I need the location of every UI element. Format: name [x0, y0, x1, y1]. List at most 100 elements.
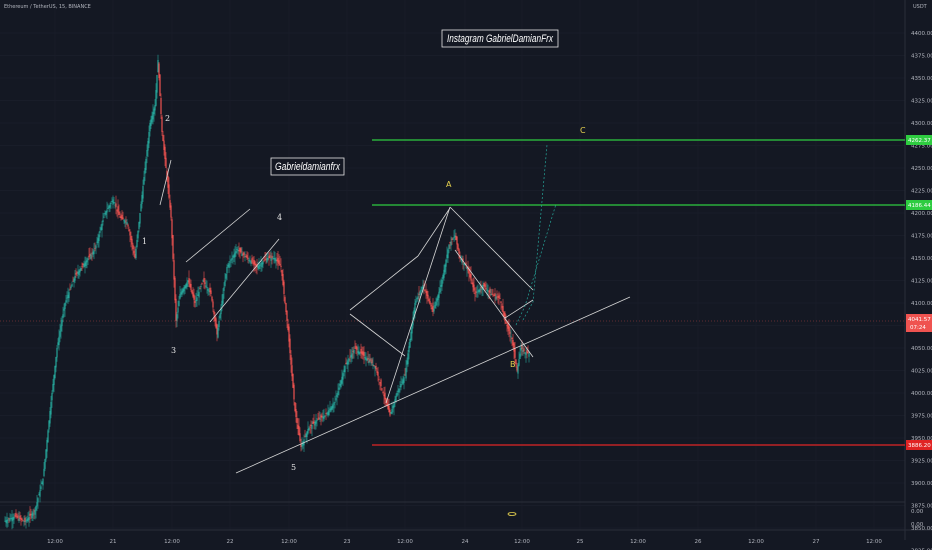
candle-body [342, 373, 344, 380]
candle-body [500, 301, 502, 303]
a-leg-channel[interactable] [417, 207, 451, 257]
candle-body [250, 261, 252, 265]
candle-body [511, 337, 513, 339]
candle-body [490, 294, 492, 296]
candle-body [304, 436, 306, 438]
candle-body [21, 518, 23, 521]
candle-body [422, 285, 424, 290]
candle-body [131, 238, 133, 245]
price-tick-label: 4350.00 [911, 76, 932, 82]
candle-body [38, 494, 40, 496]
candle-body [27, 518, 29, 522]
price-tag-current: 4041.57 07:24 [906, 314, 932, 332]
price-tick-label: 3925.00 [911, 459, 932, 465]
wave5-channel-left[interactable] [349, 313, 406, 357]
candle-body [400, 384, 402, 388]
candle-body [160, 97, 162, 114]
symbol-title[interactable]: Ethereum / TetherUS, 15, BINANCE [4, 4, 91, 10]
candle-body [102, 220, 104, 222]
wave4-channel-lower[interactable] [209, 238, 280, 323]
candle-body [509, 331, 511, 334]
wave4-channel-upper[interactable] [185, 208, 251, 263]
candle-body [267, 258, 269, 260]
candle-body [155, 90, 157, 106]
candle-body [419, 291, 421, 295]
currency-label: USDT [913, 4, 928, 10]
candle-body [522, 350, 524, 352]
candle-body [449, 242, 451, 244]
time-tick-label: 12:00 [514, 539, 530, 545]
candle-body [151, 115, 153, 123]
candle-body [523, 348, 525, 352]
candle-body [13, 516, 15, 520]
candle-body [15, 512, 17, 517]
wave1-line[interactable] [159, 159, 172, 206]
candle-body [169, 200, 171, 208]
price-tag-current-bg [906, 314, 932, 332]
time-axis[interactable]: 12:00 21 12:00 22 12:00 23 12:00 24 12:00 25 12:00… [47, 539, 882, 545]
candle-body [360, 349, 362, 354]
candle-body [317, 418, 319, 420]
candle-body [221, 300, 223, 306]
candle-body [464, 264, 466, 266]
candle-body [309, 426, 311, 428]
candle-body [275, 259, 277, 262]
candle-body [399, 386, 401, 388]
candle-body [441, 279, 443, 287]
candle-body [357, 350, 359, 354]
candle-body [257, 266, 259, 269]
candle-body [252, 262, 254, 264]
b-channel-upper[interactable] [449, 206, 534, 291]
candle-body [37, 498, 39, 503]
main-trendline[interactable] [235, 296, 631, 474]
b-channel-lower[interactable] [454, 249, 534, 358]
candle-body [92, 251, 94, 255]
candle-body [178, 300, 180, 307]
candle-body [335, 398, 337, 400]
candle-body [217, 327, 219, 338]
candle-body [456, 236, 458, 245]
candle-body [101, 223, 103, 230]
candle-body [210, 290, 212, 294]
a-upper-channel[interactable] [349, 255, 419, 311]
candle-body [79, 269, 81, 273]
candle-body [374, 366, 376, 369]
wave5-channel-right[interactable] [385, 206, 451, 404]
candle-body [179, 294, 181, 299]
candle-body [49, 411, 51, 424]
candle-body [87, 258, 89, 260]
price-tick-label: 4400.00 [911, 31, 932, 37]
candle-body [152, 112, 154, 120]
wave-label-4: 4 [277, 213, 282, 222]
candle-body [477, 290, 479, 292]
candle-body [6, 519, 8, 524]
b-close-line[interactable] [504, 299, 534, 319]
candle-body [97, 238, 99, 243]
candle-body [499, 298, 501, 299]
candle-body [332, 404, 334, 409]
candle-body [318, 417, 320, 419]
candle-body [528, 353, 530, 357]
candle-body [29, 513, 31, 516]
candle-body [96, 241, 98, 243]
candle-body [235, 250, 237, 254]
candle-body [353, 349, 355, 354]
candle-body [32, 512, 34, 516]
candle-body [372, 364, 374, 366]
candle-body [20, 518, 22, 520]
candle-body [416, 298, 418, 300]
candle-body [226, 267, 228, 274]
candle-body [424, 290, 426, 292]
candle-body [295, 409, 297, 417]
candle-body [390, 412, 392, 414]
candle-body [12, 517, 14, 521]
candle-body [448, 244, 450, 249]
candle-body [212, 301, 214, 308]
candle-body [239, 247, 241, 252]
candle-body [229, 261, 231, 263]
candle-body [333, 403, 335, 405]
candle-body [144, 168, 146, 174]
candle-body [82, 263, 84, 266]
candle-body [435, 301, 437, 306]
